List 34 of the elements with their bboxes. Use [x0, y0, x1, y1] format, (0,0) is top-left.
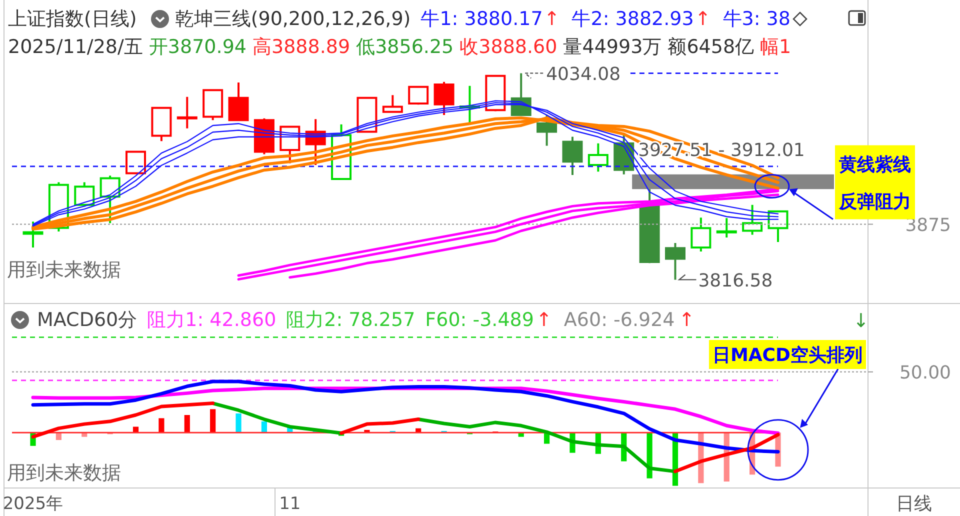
chart-title: 上证指数(日线) [8, 7, 137, 31]
text: 黄线紫线反弹阻力 [838, 154, 911, 212]
text: ↑ [694, 7, 711, 31]
text: 幅1 [760, 35, 792, 59]
text: 阻力2: 78.257 [286, 308, 416, 332]
text: 低3856.25 [356, 35, 454, 59]
text: ↑ [678, 308, 695, 332]
text: 量44993万 [563, 35, 662, 59]
text: 阻力1: 42.860 [147, 308, 276, 332]
text: ↑ [536, 308, 552, 332]
chart-subtitle: 乾坤三线(90,200,12,26,9) [174, 7, 411, 31]
ref-line-label: 3875 [905, 214, 951, 236]
annotation: 3816.58 [698, 270, 773, 292]
chart-title: MACD60分 [37, 308, 138, 332]
text: 50.00 [899, 362, 951, 384]
text: 高3888.89 [252, 35, 350, 59]
text: A60: -6.924 [564, 308, 675, 332]
text: 日MACD空头排列 [712, 345, 862, 366]
annotation: 用到未来数据 [7, 462, 121, 484]
text: 牛3: 38 [722, 7, 790, 31]
text: F60: -3.489 [425, 308, 534, 332]
x-tick-label: 2025年 [2, 494, 64, 514]
text: 牛2: 3882.93 [572, 7, 694, 31]
x-tick-label: 11 [279, 494, 301, 514]
annotation: 用到未来数据 [7, 258, 121, 281]
text: 开3870.94 [148, 35, 246, 59]
text: 收3888.60 [460, 35, 558, 59]
text: 日线 [896, 494, 932, 515]
text: ↓ [853, 310, 869, 332]
text: 额6458亿 [668, 35, 754, 59]
annotation: 4034.08 [546, 64, 621, 85]
text: 牛1: 3880.17 [420, 7, 543, 31]
text: ↑ [544, 7, 560, 31]
text: 2025/11/28/五 [8, 35, 143, 59]
